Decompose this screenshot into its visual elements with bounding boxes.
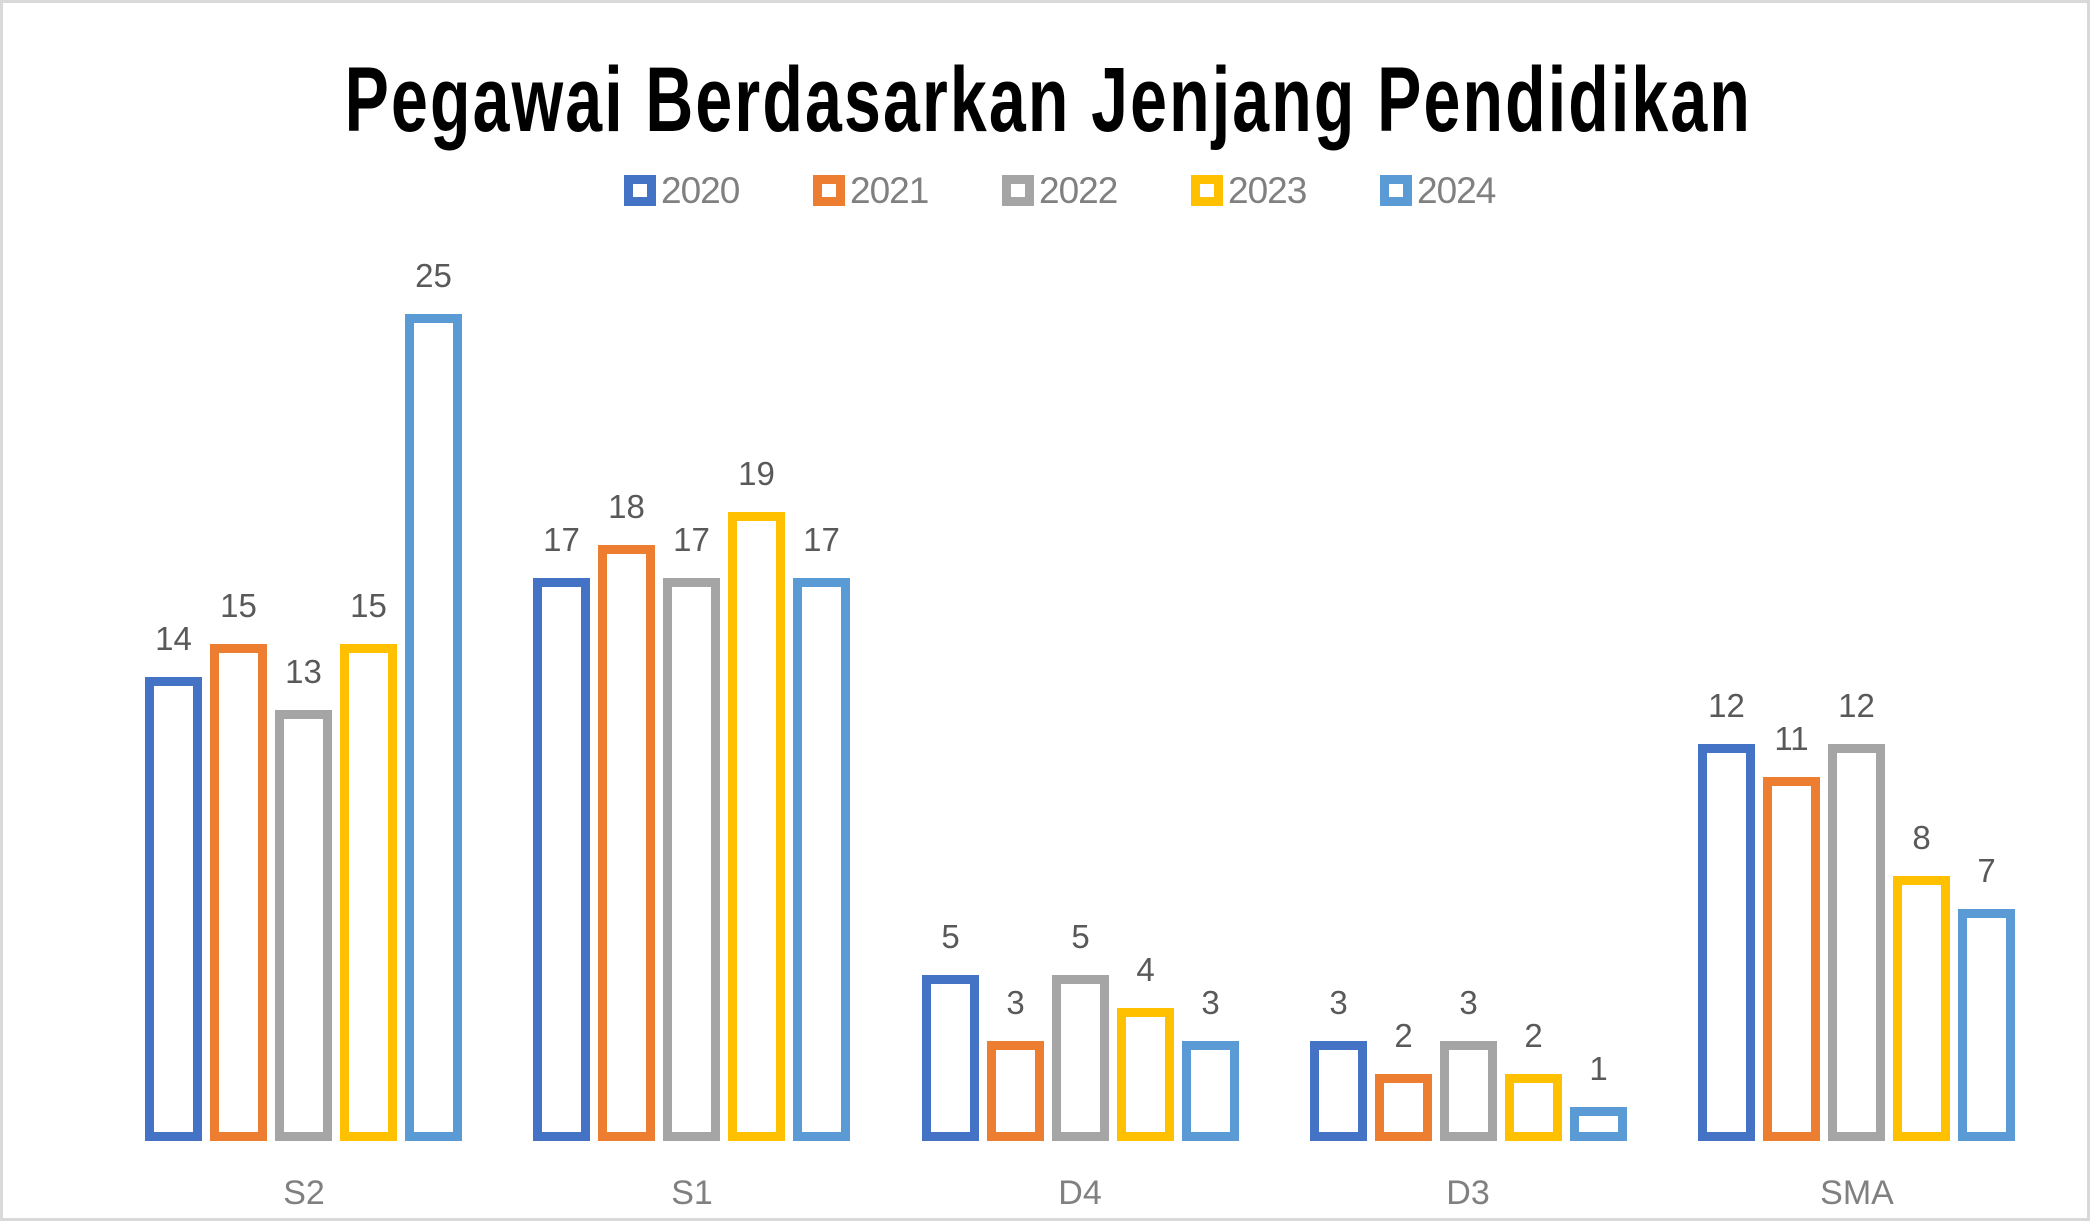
bar-s1-2021 xyxy=(598,545,655,1141)
bar-s2-2021 xyxy=(210,644,267,1141)
data-label: 18 xyxy=(608,488,645,525)
chart-title-text: Pegawai Berdasarkan Jenjang Pendidikan xyxy=(344,49,1752,151)
plot-area: 14 15 13 15 25 S2 17 18 17 19 17 S1 5 3 5 4 3 D4 3 2 3 2 1 D3 12… xyxy=(3,3,2090,1224)
bar-d4-2020 xyxy=(922,975,979,1141)
bar-d3-2021 xyxy=(1375,1074,1432,1141)
legend-label: 2022 xyxy=(1039,170,1118,211)
bar-d3-2024 xyxy=(1570,1107,1627,1141)
legend-swatch-icon xyxy=(1002,175,1034,206)
data-label: 12 xyxy=(1838,687,1875,724)
bar-sma-2021 xyxy=(1763,777,1820,1141)
bar-d3-2022 xyxy=(1440,1041,1497,1141)
data-label: 8 xyxy=(1912,819,1931,856)
bar-s1-2023 xyxy=(728,512,785,1141)
bar-d4-2021 xyxy=(987,1041,1044,1141)
x-axis-label-s1: S1 xyxy=(671,1174,713,1212)
data-label: 2 xyxy=(1394,1017,1413,1054)
legend-swatch-icon xyxy=(813,175,845,206)
bar-s2-2020 xyxy=(145,677,202,1141)
data-label: 5 xyxy=(1071,918,1090,955)
data-label: 17 xyxy=(803,521,840,558)
data-label: 17 xyxy=(673,521,710,558)
bar-d3-2020 xyxy=(1310,1041,1367,1141)
data-label: 5 xyxy=(941,918,960,955)
bar-s1-2024 xyxy=(793,578,850,1141)
data-label: 3 xyxy=(1201,984,1220,1021)
x-axis-label-d4: D4 xyxy=(1058,1174,1102,1212)
data-label: 25 xyxy=(415,257,452,294)
data-label: 3 xyxy=(1329,984,1348,1021)
data-label: 7 xyxy=(1977,852,1996,889)
data-label: 19 xyxy=(738,455,775,492)
legend-label: 2023 xyxy=(1228,170,1307,211)
data-label: 3 xyxy=(1006,984,1025,1021)
bar-s1-2022 xyxy=(663,578,720,1141)
data-label: 1 xyxy=(1589,1050,1608,1087)
bar-sma-2022 xyxy=(1828,744,1885,1141)
x-axis-label-d3: D3 xyxy=(1446,1174,1490,1212)
data-label: 2 xyxy=(1524,1017,1543,1054)
data-label: 17 xyxy=(543,521,580,558)
data-label: 13 xyxy=(285,653,322,690)
legend-label: 2024 xyxy=(1417,170,1496,211)
x-axis-label-s2: S2 xyxy=(283,1174,325,1212)
chart-legend: 2020 2021 2022 2023 2024 xyxy=(3,171,2090,211)
chart-title: Pegawai Berdasarkan Jenjang Pendidikan xyxy=(3,45,2090,155)
data-label: 15 xyxy=(350,587,387,624)
x-axis-label-sma: SMA xyxy=(1820,1174,1894,1212)
bar-s2-2022 xyxy=(275,710,332,1141)
legend-swatch-icon xyxy=(1191,175,1223,206)
bar-d4-2023 xyxy=(1117,1008,1174,1141)
legend-label: 2021 xyxy=(850,170,929,211)
bar-s1-2020 xyxy=(533,578,590,1141)
bar-s2-2023 xyxy=(340,644,397,1141)
legend-swatch-icon xyxy=(1380,175,1412,206)
bar-d3-2023 xyxy=(1505,1074,1562,1141)
data-label: 15 xyxy=(220,587,257,624)
data-label: 4 xyxy=(1136,951,1155,988)
bar-d4-2024 xyxy=(1182,1041,1239,1141)
bar-sma-2020 xyxy=(1698,744,1755,1141)
data-label: 11 xyxy=(1774,720,1809,757)
bar-sma-2023 xyxy=(1893,876,1950,1141)
bar-d4-2022 xyxy=(1052,975,1109,1141)
data-label: 14 xyxy=(155,620,192,657)
legend-label: 2020 xyxy=(661,170,740,211)
data-label: 12 xyxy=(1708,687,1745,724)
legend-swatch-icon xyxy=(624,175,656,206)
data-label: 3 xyxy=(1459,984,1478,1021)
bar-sma-2024 xyxy=(1958,909,2015,1141)
bar-s2-2024 xyxy=(405,314,462,1141)
